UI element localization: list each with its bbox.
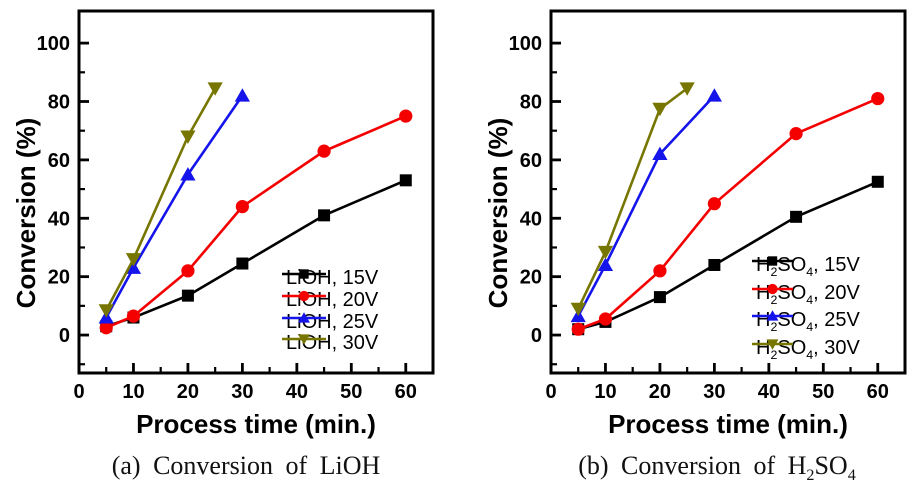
- x-axis-title: Process time (min.): [608, 409, 848, 439]
- x-tick-label: 50: [340, 381, 362, 403]
- y-tick-label: 40: [48, 208, 70, 230]
- data-point-marker: [207, 82, 223, 96]
- data-point-marker: [125, 260, 142, 274]
- series-line: [105, 87, 217, 311]
- series-h2so4-15v: [572, 175, 884, 336]
- y-tick-label: 60: [48, 150, 70, 172]
- x-axis-title: Process time (min.): [136, 409, 376, 439]
- series-line: [105, 179, 407, 328]
- x-tick-label: 10: [122, 381, 144, 403]
- data-point-marker: [597, 245, 614, 260]
- subscript-text: 4: [847, 467, 856, 485]
- y-tick-label: 20: [48, 267, 70, 289]
- chart-panel-lioh: 0 10 20 30 40 50 60 0 20 40 60 80 100 Process time (m…: [11, 9, 435, 481]
- data-point-marker: [679, 82, 695, 96]
- y-axis-title: Conversion (%): [483, 118, 513, 309]
- text-segment: (b) Conversion of H: [578, 451, 807, 480]
- x-tick-label: 0: [545, 381, 556, 403]
- series-line: [105, 94, 244, 319]
- x-tick-label: 30: [703, 381, 725, 403]
- plot-frame: [77, 9, 435, 375]
- series-h2so4-20v: [571, 91, 885, 336]
- series-lioh-30v: [98, 82, 223, 318]
- x-tick-label: 20: [649, 381, 671, 403]
- series-h2so4-30v: [570, 82, 695, 317]
- subscript-text: 2: [806, 467, 815, 485]
- x-tick-label: 20: [177, 381, 199, 403]
- y-tick-label: 60: [520, 150, 542, 172]
- data-point-marker: [99, 321, 113, 335]
- data-point-marker: [708, 258, 721, 271]
- data-point-marker: [235, 199, 249, 214]
- y-tick-label: 20: [520, 267, 542, 289]
- y-tick-label: 40: [520, 208, 542, 230]
- data-point-marker: [598, 312, 613, 326]
- data-point-marker: [126, 309, 141, 323]
- text-segment: SO: [814, 451, 848, 480]
- y-tick-label: 80: [48, 92, 70, 114]
- data-point-marker: [125, 253, 142, 267]
- y-tick-label: 80: [520, 92, 542, 114]
- data-point-marker: [181, 289, 194, 302]
- y-tick-label: 0: [59, 325, 70, 347]
- data-point-marker: [181, 264, 195, 278]
- data-point-marker: [653, 264, 667, 278]
- data-point-marker: [653, 291, 666, 304]
- data-point-marker: [399, 109, 413, 123]
- x-tick-label: 50: [812, 381, 834, 403]
- series-line: [577, 87, 688, 310]
- y-axis-title: Conversion (%): [11, 118, 41, 309]
- plot-svg-h2so4: 0 10 20 30 40 50 60 0 20 40 60 80 100 Process time (m…: [483, 9, 907, 439]
- data-point-marker: [871, 91, 885, 106]
- series-h2so4-25v: [570, 88, 722, 323]
- plot-frame: [549, 9, 907, 375]
- data-point-marker: [597, 257, 614, 271]
- data-point-marker: [652, 102, 668, 117]
- y-tick-label: 0: [531, 325, 542, 347]
- series-line: [577, 97, 879, 331]
- series-lioh-25v: [98, 88, 250, 324]
- data-point-marker: [317, 144, 331, 158]
- data-point-marker: [180, 130, 196, 144]
- text-segment: (a) Conversion of LiOH: [111, 451, 381, 480]
- y-tick-label: 100: [509, 33, 542, 55]
- data-point-marker: [98, 304, 114, 318]
- x-tick-label: 30: [231, 381, 253, 403]
- data-point-marker: [399, 174, 412, 187]
- data-point-marker: [236, 257, 249, 270]
- data-point-marker: [652, 146, 668, 161]
- data-point-marker: [790, 210, 803, 223]
- series-line: [577, 94, 716, 317]
- x-tick-label: 10: [594, 381, 616, 403]
- y-tick-label: 100: [37, 33, 70, 55]
- data-point-marker: [180, 167, 196, 181]
- data-point-marker: [707, 197, 721, 211]
- data-point-marker: [570, 302, 586, 317]
- x-tick-label: 40: [758, 381, 780, 403]
- data-point-marker: [706, 88, 722, 102]
- plot-svg-lioh: 0 10 20 30 40 50 60 0 20 40 60 80 100 Process time (m…: [11, 9, 435, 439]
- data-point-marker: [789, 127, 803, 141]
- data-point-marker: [571, 322, 585, 336]
- data-point-marker: [318, 209, 331, 222]
- data-point-marker: [234, 88, 250, 102]
- x-tick-label: 60: [395, 381, 417, 403]
- x-tick-label: 0: [73, 381, 84, 403]
- chart-panel-h2so4: 0 10 20 30 40 50 60 0 20 40 60 80 100 Process time (m…: [458, 0, 916, 490]
- x-tick-label: 60: [867, 381, 889, 403]
- caption-a: (a) Conversion of LiOH: [112, 451, 381, 481]
- caption-b: (b) Conversion of H2SO4: [578, 451, 856, 485]
- data-point-marker: [871, 175, 884, 188]
- x-tick-label: 40: [286, 381, 308, 403]
- series-lioh-20v: [99, 109, 413, 335]
